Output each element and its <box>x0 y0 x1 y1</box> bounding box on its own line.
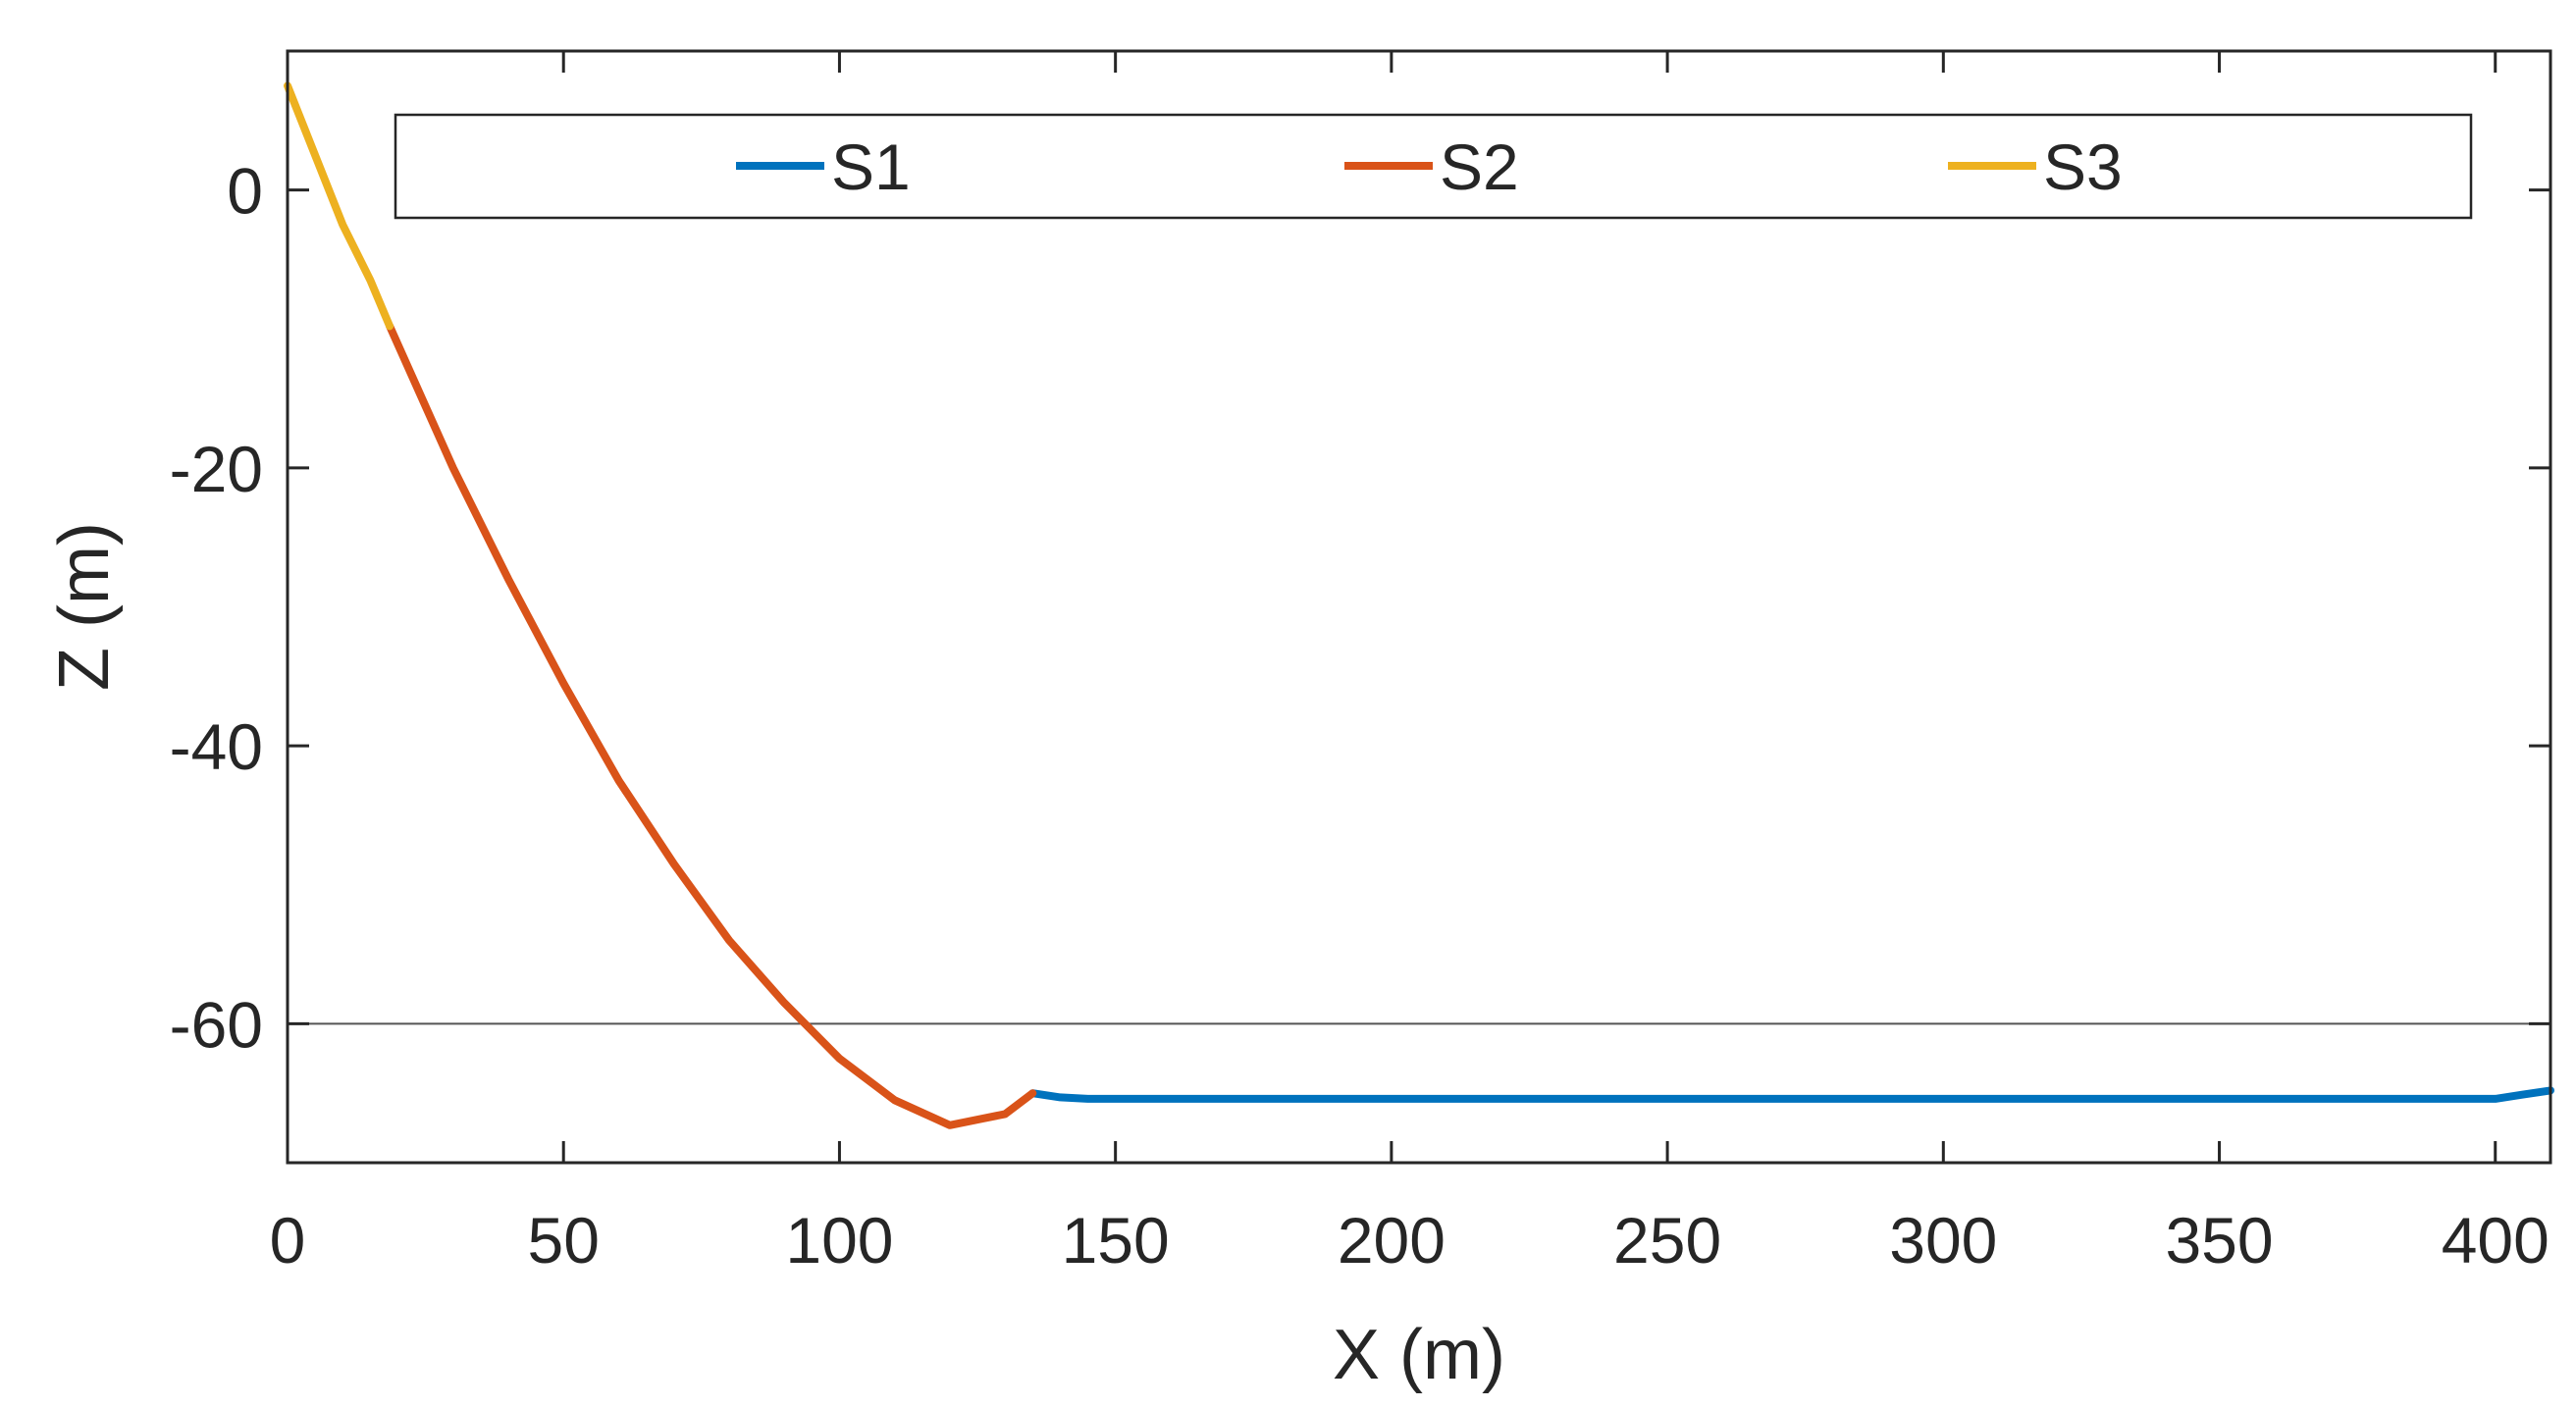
plot-area-border <box>286 49 2552 1165</box>
y-axis-ticks: 0 -20 -40 -60 <box>170 155 2550 1061</box>
y-tick-label: -40 <box>170 710 263 783</box>
legend-label-s2: S2 <box>1440 130 1519 203</box>
x-tick-label: 250 <box>1613 1204 1721 1277</box>
legend: S1 S2 S3 <box>394 113 2473 220</box>
legend-label-s3: S3 <box>2043 130 2123 203</box>
x-tick-label: 400 <box>2442 1204 2550 1277</box>
x-tick-label: 100 <box>785 1204 893 1277</box>
y-tick-label: -60 <box>170 988 263 1061</box>
y-axis-label: Z (m) <box>45 522 124 691</box>
legend-box <box>394 113 2473 220</box>
x-tick-label: 50 <box>528 1204 600 1277</box>
x-tick-label: 150 <box>1062 1204 1170 1277</box>
x-axis-ticks: 0 50 100 150 200 250 300 350 400 <box>270 51 2550 1277</box>
series-line-s2 <box>386 322 1037 1129</box>
y-tick-label: 0 <box>227 155 263 228</box>
series-layer <box>284 81 2554 1129</box>
x-tick-label: 300 <box>1889 1204 1997 1277</box>
y-tick-label: -20 <box>170 433 263 505</box>
series-line-s1 <box>1028 1086 2554 1103</box>
x-axis-label: X (m) <box>1333 1316 1505 1394</box>
x-tick-label: 350 <box>2165 1204 2273 1277</box>
legend-label-s1: S1 <box>831 130 911 203</box>
x-tick-label: 0 <box>270 1204 306 1277</box>
x-tick-label: 200 <box>1338 1204 1446 1277</box>
series-line-s3 <box>284 81 394 331</box>
